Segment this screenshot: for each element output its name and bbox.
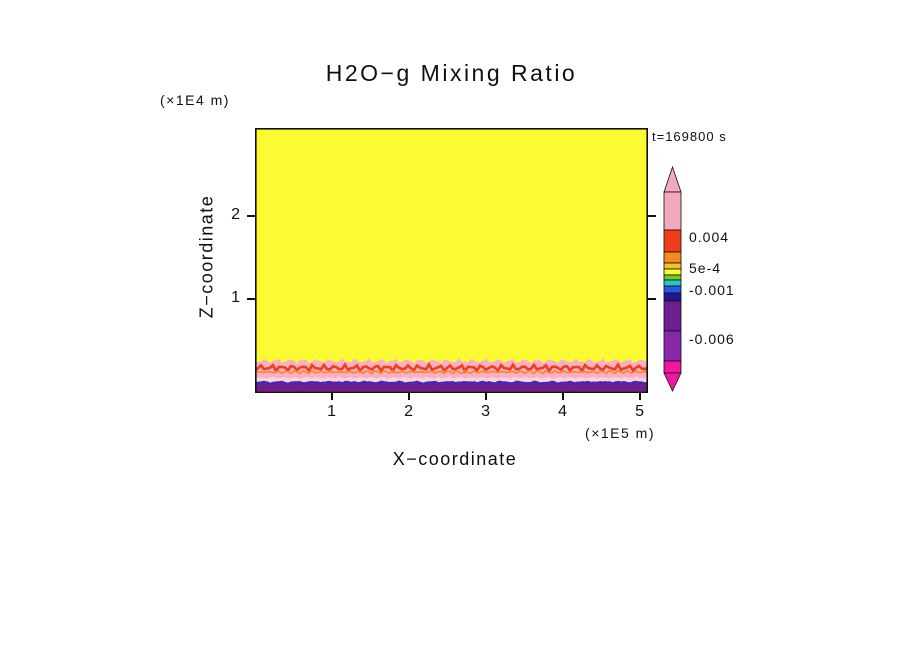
colorbar-arrow-bottom <box>663 372 682 392</box>
x-tick <box>562 393 564 400</box>
orange-contour <box>255 369 648 375</box>
purple-band <box>255 380 648 393</box>
colorbar-label: -0.006 <box>689 331 735 347</box>
blue-contour <box>255 381 648 385</box>
x-tick <box>331 393 333 400</box>
x-axis-label: X−coordinate <box>392 449 518 469</box>
x-tick-label: 4 <box>558 403 569 420</box>
x-tick-label: 5 <box>635 403 646 420</box>
colorbar-segment <box>663 262 682 270</box>
x-tick <box>408 393 410 400</box>
y-tick-right <box>648 298 656 300</box>
y-tick <box>247 298 255 300</box>
colorbar-segment <box>663 292 682 302</box>
chart-title: H2O−g Mixing Ratio <box>325 60 578 86</box>
y-axis-units: (×1E4 m) <box>160 92 230 108</box>
y-tick-label: 1 <box>231 288 241 306</box>
colorbar-segment <box>663 274 682 281</box>
colorbar-segment <box>663 330 682 362</box>
time-annotation: t=169800 s <box>652 129 727 144</box>
x-tick <box>485 393 487 400</box>
colorbar-segment <box>663 285 682 294</box>
colorbar-segment <box>663 360 682 374</box>
colorbar-label: 0.004 <box>689 229 730 245</box>
plot-frame-border <box>255 128 648 393</box>
colorbar-segment <box>663 229 682 253</box>
x-axis-units: (×1E5 m) <box>585 425 655 441</box>
colorbar-label: -0.001 <box>689 282 735 298</box>
colorbar-segment <box>663 251 682 264</box>
colorbar-segment <box>663 191 682 231</box>
colorbar-segment <box>663 300 682 332</box>
contour-plot-area <box>255 128 648 393</box>
x-tick-label: 1 <box>327 403 337 420</box>
x-tick-label: 2 <box>404 403 414 420</box>
y-tick-right <box>648 215 656 217</box>
colorbar-label: 5e-4 <box>689 260 722 276</box>
red-contour <box>255 361 648 374</box>
colorbar-arrow-top <box>663 166 682 193</box>
x-tick <box>639 393 641 400</box>
y-tick-label: 2 <box>231 205 241 223</box>
field-background <box>255 128 648 393</box>
y-tick <box>247 215 255 217</box>
x-tick-label: 3 <box>481 403 492 420</box>
y-axis-label: Z−coordinate <box>196 194 217 319</box>
colorbar-segment <box>663 279 682 287</box>
colorbar-segment <box>663 268 682 276</box>
colorbar <box>663 166 682 392</box>
